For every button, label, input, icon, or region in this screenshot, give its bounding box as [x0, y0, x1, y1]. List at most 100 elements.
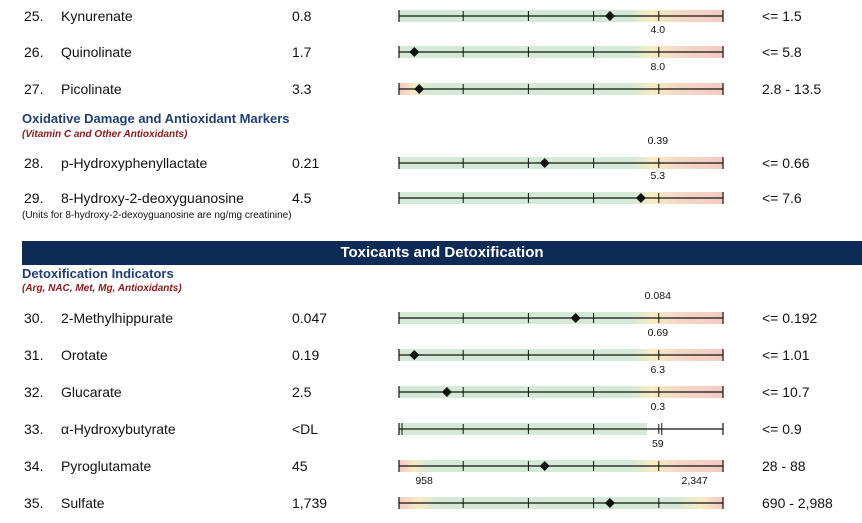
result-bar-svg — [398, 46, 724, 58]
result-row: 25. Kynurenate 0.8 <= 1.5 — [0, 2, 862, 28]
analyte-name: Picolinate — [61, 81, 122, 97]
analyte-name: 2-Methylhippurate — [61, 310, 174, 326]
result-bar-svg — [398, 497, 724, 509]
row-number: 27. — [24, 81, 44, 97]
result-bar-svg — [398, 192, 724, 204]
result-row: 28. p-Hydroxyphenyllactate 0.21 <= 0.66 0.39 — [0, 135, 862, 175]
row-number: 26. — [24, 44, 44, 60]
analyte-name: Kynurenate — [61, 8, 133, 24]
section-subtitle-oxidative: (Vitamin C and Other Antioxidants) — [22, 129, 188, 140]
analyte-name: Pyroglutamate — [61, 458, 152, 474]
result-bar-svg — [398, 386, 724, 398]
reference-range: <= 0.9 — [762, 421, 802, 437]
result-bar — [398, 452, 724, 478]
analyte-name: Sulfate — [61, 495, 105, 511]
result-value: 0.21 — [292, 155, 320, 171]
result-marker — [539, 461, 550, 471]
result-marker — [570, 313, 581, 323]
analyte-name: 8-Hydroxy-2-deoxyguanosine — [61, 190, 244, 206]
result-bar-svg — [398, 312, 724, 324]
reference-range: <= 0.66 — [762, 155, 810, 171]
result-row: 33. α-Hydroxybutyrate <DL <= 0.9 0.3 — [0, 401, 862, 441]
units-note: (Units for 8-hydroxy-2-dexoyguanosine ar… — [22, 210, 292, 221]
result-value: 0.19 — [292, 347, 320, 363]
result-bar — [398, 38, 724, 64]
reference-range: <= 7.6 — [762, 190, 802, 206]
result-value: 4.5 — [292, 190, 312, 206]
cutoff-label: 2,347 — [681, 475, 708, 487]
result-bar — [398, 489, 724, 515]
result-bar — [398, 378, 724, 404]
cutoff-label: 8.0 — [650, 61, 666, 73]
result-bar-svg — [398, 157, 724, 169]
result-row: 29. 8-Hydroxy-2-deoxyguanosine 4.5 <= 7.6 5.… — [0, 170, 862, 210]
analyte-name: α-Hydroxybutyrate — [61, 421, 176, 437]
row-number: 34. — [24, 458, 44, 474]
result-marker — [539, 158, 550, 168]
result-row: 30. 2-Methylhippurate 0.047 <= 0.192 0.084 — [0, 290, 862, 330]
row-number: 25. — [24, 8, 44, 24]
result-marker — [604, 498, 615, 508]
row-number: 33. — [24, 421, 44, 437]
result-bar — [398, 149, 724, 175]
row-number: 32. — [24, 384, 44, 400]
row-number: 30. — [24, 310, 44, 326]
result-row: 34. Pyroglutamate 45 28 - 88 59 — [0, 438, 862, 478]
result-bar-svg — [398, 349, 724, 361]
reference-range: <= 0.192 — [762, 310, 818, 326]
cutoff-label: 0.69 — [647, 327, 669, 339]
result-row: 31. Orotate 0.19 <= 1.01 0.69 — [0, 327, 862, 367]
row-number: 29. — [24, 190, 44, 206]
section-subtitle-detox: (Arg, NAC, Met, Mg, Antioxidants) — [22, 283, 182, 294]
reference-range: 690 - 2,988 — [762, 495, 833, 511]
row-number: 28. — [24, 155, 44, 171]
result-value: 2.5 — [292, 384, 312, 400]
result-value: 0.8 — [292, 8, 312, 24]
result-value: 1,739 — [292, 495, 328, 511]
result-bar-svg — [398, 460, 724, 472]
result-value: <DL — [292, 421, 319, 437]
section-title-detox: Detoxification Indicators — [22, 266, 174, 281]
result-marker — [414, 84, 425, 94]
result-value: 0.047 — [292, 310, 328, 326]
reference-range: <= 1.01 — [762, 347, 810, 363]
result-value: 1.7 — [292, 44, 312, 60]
result-marker — [635, 193, 646, 203]
reference-range: <= 5.8 — [762, 44, 802, 60]
result-bar-svg — [398, 83, 724, 95]
result-value: 45 — [292, 458, 308, 474]
result-marker — [604, 11, 615, 21]
cutoff-label: 6.3 — [650, 364, 666, 376]
reference-range: <= 10.7 — [762, 384, 810, 400]
reference-range: 2.8 - 13.5 — [762, 81, 822, 97]
analyte-name: Orotate — [61, 347, 108, 363]
result-bar — [398, 304, 724, 330]
analyte-name: Glucarate — [61, 384, 122, 400]
result-marker — [441, 387, 452, 397]
section-title-oxidative: Oxidative Damage and Antioxidant Markers — [22, 111, 290, 126]
cutoff-label-low: 958 — [415, 475, 433, 487]
row-number: 35. — [24, 495, 44, 511]
cutoff-label: 0.39 — [647, 135, 669, 147]
result-row: 27. Picolinate 3.3 2.8 - 13.5 8.0 — [0, 61, 862, 101]
cutoff-label: 5.3 — [650, 170, 666, 182]
result-bar — [398, 415, 724, 441]
result-marker — [409, 47, 420, 57]
result-bar — [398, 2, 724, 28]
cutoff-label: 0.3 — [650, 401, 666, 413]
result-bar-svg — [398, 10, 724, 22]
result-row: 35. Sulfate 1,739 690 - 2,988 2,347 958 — [0, 475, 862, 515]
result-row: 26. Quinolinate 1.7 <= 5.8 4.0 — [0, 24, 862, 64]
result-marker — [409, 350, 420, 360]
reference-range: 28 - 88 — [762, 458, 806, 474]
cutoff-label: 4.0 — [650, 24, 666, 36]
result-bar-svg — [398, 423, 724, 435]
cutoff-label: 59 — [651, 438, 664, 450]
analyte-name: p-Hydroxyphenyllactate — [61, 155, 208, 171]
analyte-name: Quinolinate — [61, 44, 132, 60]
result-bar — [398, 341, 724, 367]
result-bar — [398, 75, 724, 101]
reference-range: <= 1.5 — [762, 8, 802, 24]
result-row: 32. Glucarate 2.5 <= 10.7 6.3 — [0, 364, 862, 404]
cutoff-label: 0.084 — [644, 290, 671, 302]
